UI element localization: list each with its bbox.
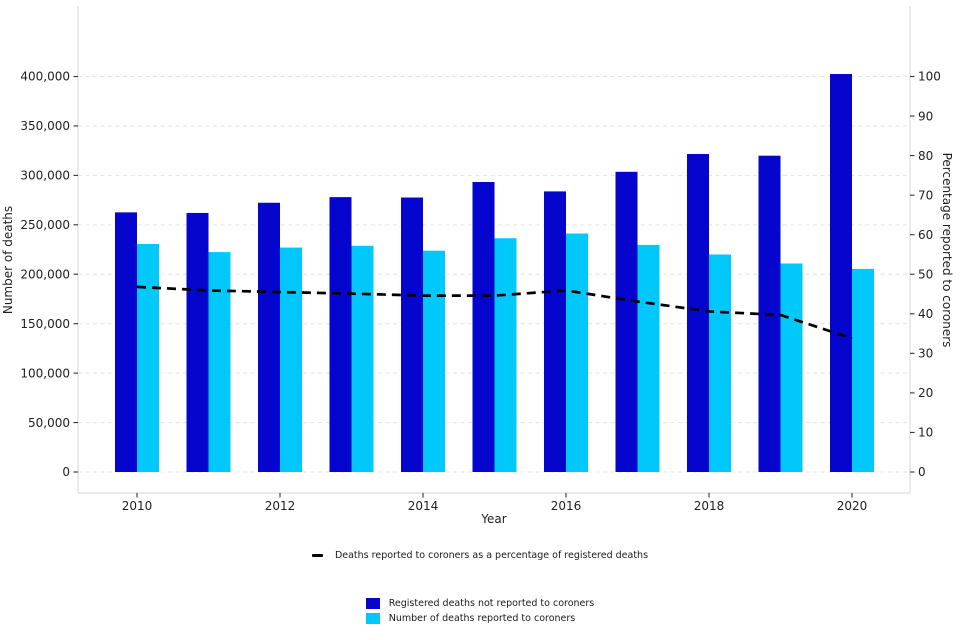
bar-legend-items: Registered deaths not reported to corone…: [365, 598, 595, 624]
left-axis-tick-label: 300,000: [20, 169, 70, 183]
x-axis-tick-label: 2014: [408, 499, 439, 513]
x-axis-tick-label: 2012: [265, 499, 296, 513]
left-axis-tick-label: 0: [62, 465, 70, 479]
bar-not-reported-2018: [687, 154, 709, 472]
bar-reported-2012: [280, 247, 302, 472]
x-axis-tick-label: 2018: [694, 499, 725, 513]
left-axis-tick-label: 200,000: [20, 267, 70, 281]
bar-not-reported-2016: [544, 191, 566, 472]
legend-item: Number of deaths reported to coroners: [365, 613, 576, 624]
line-legend: Deaths reported to coroners as a percent…: [0, 550, 960, 561]
bar-not-reported-2010: [115, 212, 137, 472]
legend-swatch: [365, 598, 380, 609]
right-axis-tick-label: 70: [918, 188, 933, 202]
bar-reported-2018: [709, 254, 731, 472]
bar-not-reported-2011: [186, 212, 209, 472]
chart-canvas: 0 50,000 100,000 150,000 200,000 250,000 300,0…: [1, 6, 954, 526]
right-axis-tick-label: 10: [918, 426, 933, 440]
right-axis-tick-label: 100: [918, 70, 941, 84]
right-axis-title: Percentage reported to coroners: [940, 153, 954, 348]
left-axis-tick-label: 250,000: [20, 218, 70, 232]
left-axis-title: Number of deaths: [1, 206, 15, 314]
left-axis-tick-label: 350,000: [20, 119, 70, 133]
legend-item: Registered deaths not reported to corone…: [365, 598, 595, 609]
right-axis-tick-label: 80: [918, 149, 933, 163]
bar-reported-2019: [780, 263, 803, 472]
bar-legend: Registered deaths not reported to corone…: [0, 594, 960, 624]
bar-not-reported-2017: [615, 171, 638, 473]
x-axis-tick-label: 2016: [551, 499, 582, 513]
x-axis-tick-label: 2020: [837, 499, 868, 513]
line-legend-label: Deaths reported to coroners as a percent…: [334, 550, 649, 561]
right-axis-tick-label: 0: [918, 465, 926, 479]
bar-not-reported-2012: [258, 202, 280, 473]
x-axis-tick-label: 2010: [122, 499, 153, 513]
bar-reported-2015: [494, 238, 517, 472]
bar-reported-2017: [637, 244, 660, 472]
legend-item-label: Registered deaths not reported to corone…: [388, 598, 595, 609]
bar-not-reported-2014: [401, 197, 423, 472]
right-axis-tick-label: 90: [918, 109, 933, 123]
right-axis-tick-label: 30: [918, 347, 933, 361]
bar-not-reported-2015: [472, 181, 495, 472]
bar-not-reported-2020: [830, 74, 852, 472]
bar-reported-2010: [137, 243, 159, 472]
x-axis-title: Year: [480, 512, 506, 526]
left-axis-tick-label: 400,000: [20, 70, 70, 84]
right-axis-tick-label: 20: [918, 386, 933, 400]
bar-reported-2016: [566, 233, 588, 472]
left-axis-tick-label: 150,000: [20, 317, 70, 331]
bar-reported-2013: [351, 245, 374, 472]
right-axis-tick-label: 50: [918, 267, 933, 281]
right-axis-tick-label: 60: [918, 228, 933, 242]
right-axis-tick-label: 40: [918, 307, 933, 321]
legend-swatch: [365, 613, 380, 624]
legend-item-label: Number of deaths reported to coroners: [388, 613, 576, 624]
bar-reported-2020: [852, 268, 874, 472]
left-axis-tick-label: 100,000: [20, 366, 70, 380]
bar-reported-2011: [208, 252, 231, 472]
left-axis-tick-label: 50,000: [28, 416, 70, 430]
bar-reported-2014: [423, 250, 445, 472]
bar-not-reported-2013: [329, 197, 352, 472]
dashed-line-swatch: [311, 554, 323, 557]
